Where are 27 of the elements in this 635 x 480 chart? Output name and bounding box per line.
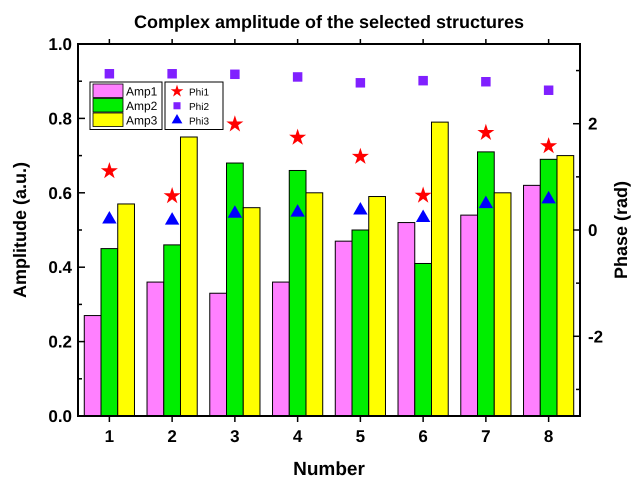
x-tick-label: 1 [104,427,114,446]
x-tick-label: 4 [292,427,303,446]
y2-tick-label: 2 [588,114,598,134]
y2-tick-label: 0 [588,221,598,240]
legend-label: Amp1 [126,84,158,98]
legend-label: Phi3 [189,116,210,128]
x-tick-label: 7 [481,427,491,446]
y-tick-label: 0.8 [48,109,72,128]
y-tick-label: 1.0 [48,35,72,54]
x-tick-label: 3 [230,427,240,446]
y-axis-title: Amplitude (a.u.) [10,162,30,298]
legend-label: Amp3 [126,113,158,128]
x-tick-label: 8 [544,427,554,446]
y-tick-label: 0.4 [48,258,73,278]
y2-axis-title: Phase (rad) [611,180,631,280]
legend-label: Phi1 [189,87,210,98]
x-axis-title: Number [293,459,366,480]
y2-tick-label: -2 [588,327,604,346]
x-tick-label: 5 [356,427,366,446]
legend-label: Phi2 [189,102,210,113]
x-tick-label: 2 [167,427,177,446]
y-tick-label: 0.0 [48,407,72,426]
legend-label: Amp2 [126,98,158,113]
y-tick-label: 0.6 [48,184,72,203]
chart-title: Complex amplitude of the selected structures [134,12,524,32]
x-tick-label: 6 [418,427,428,446]
y-tick-label: 0.2 [48,332,72,352]
